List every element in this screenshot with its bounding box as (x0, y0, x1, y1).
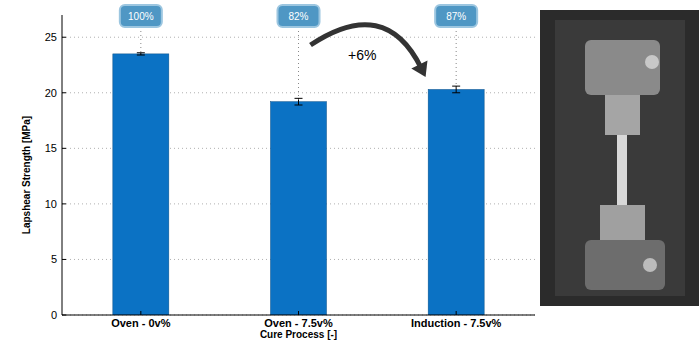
error-cap (452, 86, 460, 87)
photo (540, 10, 699, 306)
leader-line (298, 27, 299, 100)
y-tick-label: 10 (45, 198, 57, 210)
photo-bg (540, 10, 699, 306)
bars (113, 53, 484, 315)
annotation: +6% (348, 47, 376, 63)
error-bar (137, 53, 145, 55)
y-tick (62, 92, 66, 93)
label-box (120, 5, 162, 27)
photo-jaw (605, 95, 640, 135)
grid-line (62, 37, 535, 38)
relative-label: 100% (128, 11, 154, 22)
x-axis-title: Cure Process [-] (260, 329, 337, 340)
chart-root: 0 5 10 15 20 25 Oven - 0v% Oven - 7.5v% Inductio… (0, 0, 699, 342)
relative-label: 82% (288, 11, 308, 22)
y-tick-label: 0 (51, 309, 57, 321)
x-tick (298, 311, 299, 315)
label-box (278, 5, 320, 27)
y-axis (62, 15, 63, 315)
error-cap (295, 105, 303, 106)
leader-line (140, 27, 141, 52)
y-tick-label: 25 (45, 31, 57, 43)
y-tick-label: 15 (45, 142, 57, 154)
arrow-head (411, 60, 427, 77)
y-tick (62, 259, 66, 260)
photo-grip (585, 40, 660, 95)
x-tick-label: Oven - 7.5v% (264, 317, 333, 329)
photo-frame (555, 20, 685, 296)
y-tick-label: 20 (45, 87, 57, 99)
bar (113, 54, 169, 315)
x-tick (140, 311, 141, 315)
error-cap (295, 98, 303, 99)
bar (271, 102, 327, 315)
relative-label: 87% (446, 11, 466, 22)
x-tick (456, 311, 457, 315)
photo-specimen (617, 135, 627, 205)
photo-grip (585, 240, 665, 290)
y-axis-title: Lapshear Strength [MPa] (21, 116, 32, 234)
arrow (311, 25, 422, 68)
error-cap (452, 92, 460, 93)
label-box (435, 5, 477, 27)
photo-knob (643, 258, 657, 272)
x-tick-label: Oven - 0v% (111, 317, 171, 329)
y-tick (62, 148, 66, 149)
x-tick-label: Induction - 7.5v% (411, 317, 502, 329)
photo-jaw (600, 205, 645, 240)
error-cap (137, 52, 145, 53)
photo-knob (645, 55, 659, 69)
y-tick (62, 37, 66, 38)
y-tick-label: 5 (51, 253, 57, 265)
leader-line (456, 27, 457, 87)
y-tick (62, 203, 66, 204)
bar (428, 89, 484, 315)
error-cap (137, 55, 145, 56)
